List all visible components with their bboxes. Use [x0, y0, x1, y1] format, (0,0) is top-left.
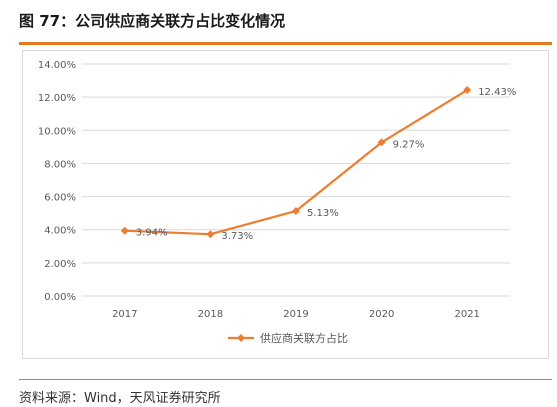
data-point — [377, 138, 386, 147]
y-tick-label: 2.00% — [44, 259, 76, 270]
y-axis-ticks: 0.00% 2.00% 4.00% 6.00% 8.00% 10.00% 12.00% 14.… — [38, 60, 76, 303]
y-tick-label: 6.00% — [44, 193, 76, 204]
data-label: 5.13% — [307, 208, 339, 219]
y-tick-label: 8.00% — [44, 159, 76, 170]
data-labels: 3.94% 3.73% 5.13% 9.27% 12.43% — [136, 87, 517, 242]
data-point — [292, 206, 300, 215]
grid-lines — [82, 63, 510, 297]
x-axis-ticks: 2017 2018 2019 2020 2021 — [112, 309, 480, 320]
y-tick-label: 0.00% — [44, 292, 76, 303]
series — [120, 86, 472, 239]
source-note: 资料来源：Wind，天风证券研究所 — [19, 391, 221, 406]
x-tick-label: 2017 — [112, 309, 137, 320]
data-label: 9.27% — [393, 139, 425, 150]
data-label: 12.43% — [478, 87, 516, 98]
y-tick-label: 4.00% — [44, 226, 76, 237]
chart-frame — [22, 50, 549, 359]
legend-label: 供应商关联方占比 — [260, 331, 348, 345]
data-point — [463, 86, 472, 95]
data-point — [206, 230, 215, 239]
x-tick-label: 2020 — [369, 309, 394, 320]
y-tick-label: 10.00% — [38, 126, 76, 137]
y-tick-label: 14.00% — [38, 60, 76, 71]
legend-marker — [237, 334, 245, 342]
figure-title: 图 77：公司供应商关联方占比变化情况 — [19, 12, 286, 30]
data-label: 3.94% — [136, 228, 168, 239]
x-tick-label: 2018 — [198, 309, 223, 320]
x-tick-label: 2021 — [454, 309, 479, 320]
legend: 供应商关联方占比 — [228, 331, 348, 345]
x-tick-label: 2019 — [283, 309, 308, 320]
data-label: 3.73% — [221, 231, 253, 242]
data-point — [120, 226, 129, 235]
y-tick-label: 12.00% — [38, 93, 76, 104]
title-rule — [19, 42, 552, 45]
source-rule — [19, 379, 552, 380]
